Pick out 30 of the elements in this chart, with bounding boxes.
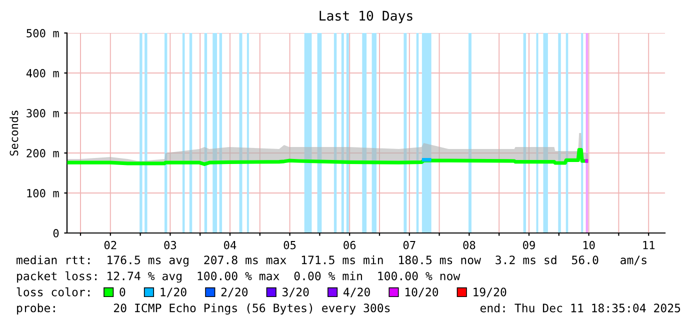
x-tick-label: 07 bbox=[403, 240, 416, 250]
legend-label: 4/20 bbox=[344, 288, 370, 298]
y-tick-label: 500 m bbox=[26, 29, 59, 38]
x-tick-label: 03 bbox=[164, 240, 176, 250]
x-tick-label: 02 bbox=[104, 240, 116, 250]
x-tick-label: 04 bbox=[224, 240, 236, 250]
y-axis-title: Seconds bbox=[10, 110, 18, 156]
legend-label: 19/20 bbox=[474, 288, 506, 298]
x-tick-label: 10 bbox=[583, 240, 595, 250]
text: packet loss: 12.74 % avg 100.00 % max 0.00 % min 100.00 % now bbox=[17, 271, 460, 283]
x-tick-label: 06 bbox=[344, 240, 356, 250]
y-tick-label: 200 m bbox=[26, 149, 59, 158]
y-tick-label: 300 m bbox=[26, 109, 59, 118]
y-tick-label: 400 m bbox=[26, 69, 59, 78]
text: median rtt: 176.5 ms avg 207.8 ms max 171.5 ms min 180.5 ms now 3.2 ms sd 56.0 am/s bbox=[16, 255, 646, 267]
legend-label: 0 bbox=[120, 288, 126, 296]
x-tick-label: 08 bbox=[463, 240, 476, 250]
x-tick-label: 11 bbox=[643, 241, 655, 250]
legend-label: 10/20 bbox=[406, 288, 438, 298]
y-tick-label: 100 m bbox=[27, 189, 59, 198]
legend-label: 3/20 bbox=[282, 288, 309, 298]
chart-title: Last 10 Days bbox=[320, 10, 412, 24]
x-tick-label: 09 bbox=[523, 240, 535, 250]
legend-title: loss color: bbox=[16, 287, 90, 296]
text: end: Thu Dec 11 18:35:04 2025 bbox=[480, 303, 680, 312]
y-tick-label: 0 bbox=[53, 229, 59, 238]
legend-label: 2/20 bbox=[221, 288, 248, 298]
legend-label: 1/20 bbox=[160, 288, 186, 298]
x-tick-label: 05 bbox=[284, 240, 296, 250]
text: probe: 20 ICMP Echo Pings (56 Bytes) every 300s bbox=[17, 303, 390, 315]
